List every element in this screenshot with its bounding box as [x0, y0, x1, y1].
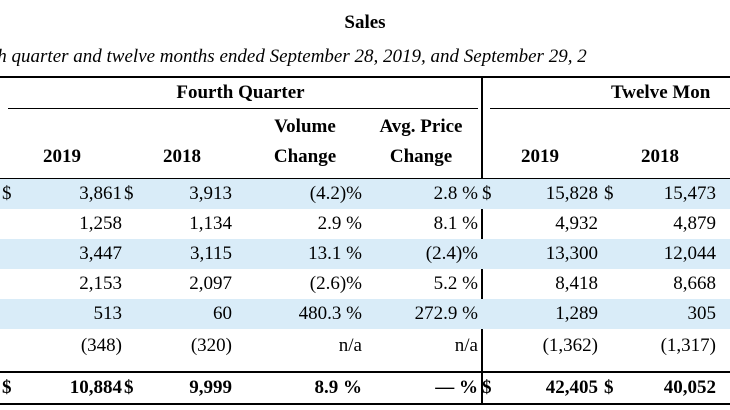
- cell-fq-2019: (348): [80, 335, 122, 356]
- cell-price-change: n/a: [454, 335, 478, 356]
- cell-volume-change: (2.6)%: [309, 273, 362, 294]
- group-underline-twelve: [490, 108, 730, 109]
- cell-price-change: 8.1 %: [433, 213, 478, 234]
- cell-tm-2018: 4,879: [673, 213, 716, 234]
- table-row: 513 60 480.3 % 272.9 % 1,289 305: [0, 299, 730, 329]
- cell-fq-2019: 1,258: [79, 213, 122, 234]
- table-row: (348) (320) n/a n/a (1,362) (1,317): [0, 331, 730, 361]
- cell-fq-2018: 9,999: [189, 377, 232, 398]
- dollar-sign: $: [482, 183, 492, 204]
- cell-tm-2019: 15,828: [545, 183, 598, 204]
- cell-volume-change: 13.1 %: [308, 243, 362, 264]
- cell-price-change: 2.8 %: [433, 183, 478, 204]
- cell-fq-2018: 2,097: [189, 273, 232, 294]
- header-price-line1: Avg. Price: [379, 116, 463, 137]
- cell-fq-2018: 3,115: [189, 243, 232, 264]
- header-volume-line2: Change: [273, 146, 337, 167]
- header-volume-line1: Volume: [274, 116, 336, 137]
- cell-volume-change: (4.2)%: [309, 183, 362, 204]
- cell-fq-2019: 10,884: [69, 377, 122, 398]
- cell-price-change: (2.4)%: [425, 243, 478, 264]
- table-row: $3,861 $3,913 (4.2)% 2.8 % $15,828 $15,473: [0, 179, 730, 209]
- cell-price-change: 5.2 %: [433, 273, 478, 294]
- header-fq-2018: 2018: [163, 146, 201, 167]
- total-row: $10,884 $9,999 8.9 % — % $42,405 $40,052: [0, 371, 730, 405]
- cell-fq-2018: 3,913: [189, 183, 232, 204]
- cell-price-change: — %: [435, 377, 478, 398]
- cell-tm-2018: 12,044: [663, 243, 716, 264]
- dollar-sign: $: [604, 377, 614, 398]
- cell-volume-change: 480.3 %: [298, 303, 362, 324]
- header-tm-2019: 2019: [521, 146, 559, 167]
- cell-tm-2019: 42,405: [545, 377, 598, 398]
- group-underline-fourth: [8, 108, 478, 109]
- cell-tm-2019: (1,362): [542, 335, 598, 356]
- cell-tm-2018: 15,473: [663, 183, 716, 204]
- cell-fq-2019: 3,861: [79, 183, 122, 204]
- dollar-sign: $: [2, 183, 12, 204]
- dollar-sign: $: [482, 377, 492, 398]
- cell-tm-2019: 4,932: [555, 213, 598, 234]
- cell-fq-2019: 3,447: [79, 243, 122, 264]
- cell-volume-change: 2.9 %: [317, 213, 362, 234]
- dollar-sign: $: [604, 183, 614, 204]
- cell-fq-2019: 2,153: [79, 273, 122, 294]
- dollar-sign: $: [124, 183, 134, 204]
- cell-fq-2018: 60: [213, 303, 232, 324]
- top-rule: [0, 76, 730, 78]
- cell-volume-change: n/a: [338, 335, 362, 356]
- cell-volume-change: 8.9 %: [314, 377, 363, 398]
- cell-tm-2018: 305: [687, 303, 717, 324]
- cell-fq-2018: (320): [190, 335, 232, 356]
- cell-tm-2018: (1,317): [660, 335, 716, 356]
- cell-fq-2019: 513: [93, 303, 123, 324]
- group-header-fourth-quarter: Fourth Quarter: [176, 82, 305, 103]
- cell-tm-2019: 13,300: [545, 243, 598, 264]
- cell-price-change: 272.9 %: [414, 303, 478, 324]
- table-row: 2,153 2,097 (2.6)% 5.2 % 8,418 8,668: [0, 269, 730, 299]
- table-row: 1,258 1,134 2.9 % 8.1 % 4,932 4,879: [0, 209, 730, 239]
- header-fq-2019: 2019: [43, 146, 81, 167]
- header-rule: [0, 178, 730, 179]
- cell-tm-2018: 8,668: [673, 273, 716, 294]
- dollar-sign: $: [124, 377, 134, 398]
- header-tm-2018: 2018: [641, 146, 679, 167]
- cell-tm-2019: 1,289: [555, 303, 598, 324]
- cell-tm-2018: 40,052: [663, 377, 716, 398]
- table-subtitle: th quarter and twelve months ended Septe…: [0, 46, 587, 67]
- cell-fq-2018: 1,134: [189, 213, 232, 234]
- group-header-twelve-months: Twelve Mon: [611, 82, 711, 103]
- table-title: Sales: [344, 12, 386, 33]
- dollar-sign: $: [2, 377, 12, 398]
- header-price-line2: Change: [389, 146, 453, 167]
- table-row: 3,447 3,115 13.1 % (2.4)% 13,300 12,044: [0, 239, 730, 269]
- cell-tm-2019: 8,418: [555, 273, 598, 294]
